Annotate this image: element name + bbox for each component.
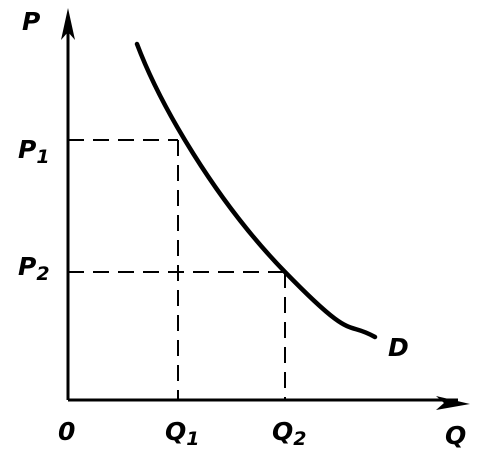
q2-label: Q2 [272,417,307,449]
p2-sub: 2 [36,263,49,285]
p2-label: P2 [18,252,50,285]
origin-label: 0 [58,417,75,446]
x-axis-arrow [436,396,470,410]
p1-label: P1 [18,135,50,168]
q1-base: Q [165,417,186,446]
p2-base: P [18,252,36,281]
y-axis-label: P [22,7,40,36]
q1-label: Q1 [165,417,200,449]
y-axis-arrow [61,8,75,40]
p1-sub: 1 [36,146,49,168]
x-axis-label: Q [445,421,466,449]
demand-curve [134,41,378,340]
q1-sub: 1 [186,428,199,449]
curve-label: D [388,333,409,362]
q2-sub: 2 [293,428,306,449]
p1-base: P [18,135,36,164]
q2-base: Q [272,417,293,446]
